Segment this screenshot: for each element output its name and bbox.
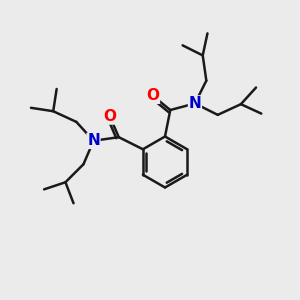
Text: N: N: [87, 133, 100, 148]
Text: O: O: [103, 109, 116, 124]
Text: N: N: [189, 96, 201, 111]
Text: O: O: [146, 88, 159, 103]
